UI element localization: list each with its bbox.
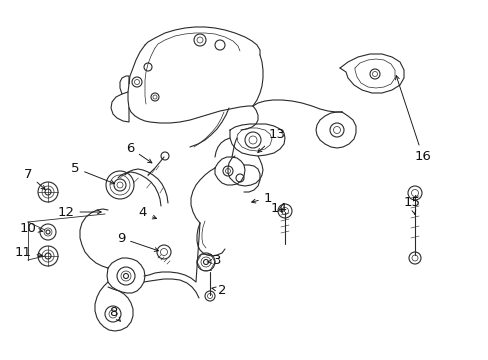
Text: 11: 11 <box>15 247 42 260</box>
Text: 9: 9 <box>117 231 158 251</box>
Text: 3: 3 <box>207 255 221 267</box>
Text: 1: 1 <box>251 192 272 204</box>
Text: 12: 12 <box>58 206 101 219</box>
Text: 5: 5 <box>71 162 114 184</box>
Text: 8: 8 <box>109 306 120 321</box>
Text: 13: 13 <box>257 129 285 152</box>
Text: 15: 15 <box>403 195 420 214</box>
Text: 2: 2 <box>211 284 226 297</box>
Text: 4: 4 <box>139 207 156 220</box>
Text: 6: 6 <box>125 141 152 163</box>
Text: 14: 14 <box>270 202 287 215</box>
Text: 16: 16 <box>395 76 430 163</box>
Text: 10: 10 <box>20 221 42 234</box>
Text: 7: 7 <box>24 167 45 189</box>
